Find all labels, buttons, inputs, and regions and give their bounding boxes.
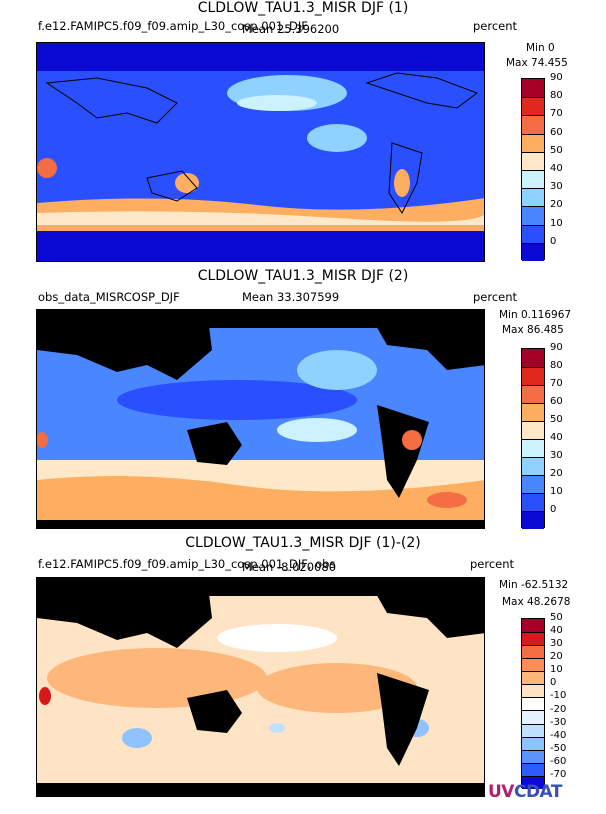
colorbar-tick-label: 80 (550, 360, 563, 371)
colorbar-tick-label: 0 (550, 235, 557, 247)
colorbar-swatch (522, 151, 544, 170)
panel3-title: CLDLOW_TAU1.3_MISR DJF (1)-(2) (185, 535, 421, 551)
panel1-mean-label: Mean 25.396200 (242, 22, 340, 36)
colorbar-swatch (522, 645, 544, 659)
colorbar-swatch (522, 697, 544, 711)
panel3-units-label: percent (470, 557, 515, 571)
colorbar-swatch (522, 367, 544, 385)
panel1-units-label: percent (473, 19, 518, 33)
colorbar-swatch (522, 133, 544, 152)
panel2-map (36, 309, 485, 529)
panel3-map (36, 577, 485, 797)
colorbar-swatch (522, 421, 544, 439)
panel1-dataset-label: f.e12.FAMIPC5.f09_f09.amip_L30_cosp.001_… (38, 19, 308, 33)
colorbar-swatch (522, 206, 544, 225)
colorbar-tick-label: 40 (550, 432, 563, 443)
colorbar-swatch (522, 79, 544, 98)
colorbar-swatch (522, 775, 544, 789)
colorbar-tick-label: 80 (550, 90, 563, 102)
panel3-mean-label: Mean -8.020080 (242, 560, 337, 574)
colorbar-swatch (522, 511, 544, 529)
colorbar-tick-label: -10 (550, 690, 567, 702)
panel2-colorbar (521, 348, 545, 529)
panel1-colorbar (521, 78, 545, 261)
panel3-min-label: Min -62.5132 (499, 579, 569, 591)
colorbar-swatch (522, 242, 544, 261)
colorbar-swatch (522, 169, 544, 189)
panel3-dataset-label: f.e12.FAMIPC5.f09_f09.amip_L30_cosp.001_… (38, 557, 336, 571)
colorbar-swatch (522, 736, 544, 750)
colorbar-swatch (522, 723, 544, 737)
colorbar-swatch (522, 671, 544, 685)
colorbar-tick-label: -50 (550, 742, 567, 754)
colorbar-tick-label: 30 (550, 181, 563, 193)
colorbar-tick-label: -20 (550, 703, 567, 715)
colorbar-tick-label: 10 (550, 486, 563, 497)
colorbar-swatch (522, 658, 544, 672)
panel1-map (36, 42, 485, 262)
colorbar-swatch (522, 224, 544, 243)
logo-part2: CDAT (513, 782, 563, 802)
colorbar-swatch (522, 385, 544, 403)
colorbar-swatch (522, 115, 544, 134)
colorbar-tick-label: 40 (550, 625, 563, 637)
panel2-units-label: percent (473, 290, 518, 304)
colorbar-tick-label: -70 (550, 768, 567, 780)
colorbar-swatch (522, 349, 544, 367)
colorbar-tick-label: 90 (550, 72, 563, 83)
colorbar-swatch (522, 97, 544, 116)
colorbar-swatch (522, 762, 544, 776)
colorbar-tick-label: 20 (550, 199, 563, 211)
panel2-title: CLDLOW_TAU1.3_MISR DJF (2) (197, 268, 409, 284)
colorbar-swatch (522, 475, 544, 493)
colorbar-tick-label: 50 (550, 414, 563, 425)
colorbar-tick-label: -60 (550, 755, 567, 767)
colorbar-swatch (522, 493, 544, 511)
colorbar-swatch (522, 403, 544, 421)
colorbar-tick-label: 60 (550, 396, 563, 407)
panel1-min-label: Min 0 (526, 42, 555, 54)
colorbar-swatch (522, 188, 544, 207)
colorbar-swatch (522, 684, 544, 698)
panel1-title: CLDLOW_TAU1.3_MISR DJF (1) (197, 0, 409, 16)
panel3-colorbar (521, 618, 545, 789)
colorbar-tick-label: 20 (550, 651, 563, 663)
colorbar-swatch (522, 439, 544, 457)
colorbar-tick-label: 30 (550, 638, 563, 650)
colorbar-swatch (522, 619, 544, 633)
colorbar-tick-label: -30 (550, 716, 567, 728)
colorbar-tick-label: 60 (550, 126, 563, 138)
colorbar-tick-label: 70 (550, 108, 563, 120)
logo-part1: UV (488, 782, 514, 802)
colorbar-tick-label: 30 (550, 450, 563, 461)
colorbar-tick-label: 40 (550, 163, 563, 174)
uvcdat-logo: UVCDAT (488, 782, 563, 802)
colorbar-tick-label: 50 (550, 144, 563, 156)
panel3-max-label: Max 48.2678 (502, 596, 571, 608)
colorbar-tick-label: 10 (550, 664, 563, 676)
colorbar-tick-label: 90 (550, 342, 563, 353)
panel2-dataset-label: obs_data_MISRCOSP_DJF (38, 290, 180, 304)
panel1-max-label: Max 74.455 (506, 57, 568, 69)
colorbar-swatch (522, 710, 544, 724)
colorbar-swatch (522, 632, 544, 646)
colorbar-tick-label: 70 (550, 378, 563, 389)
colorbar-tick-label: 20 (550, 468, 563, 479)
panel2-max-label: Max 86.485 (502, 324, 564, 336)
panel2-mean-label: Mean 33.307599 (242, 290, 340, 304)
colorbar-tick-label: 0 (550, 677, 557, 689)
colorbar-tick-label: -40 (550, 729, 567, 741)
colorbar-swatch (522, 749, 544, 763)
colorbar-swatch (522, 457, 544, 475)
colorbar-tick-label: 50 (550, 612, 563, 623)
panel2-min-label: Min 0.116967 (499, 309, 572, 321)
colorbar-tick-label: 0 (550, 504, 557, 515)
colorbar-tick-label: 10 (550, 217, 563, 229)
